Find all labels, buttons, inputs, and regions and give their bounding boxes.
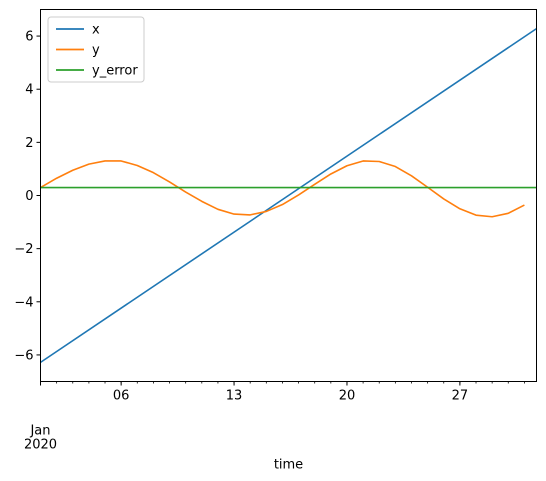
series-line-x [40,27,537,364]
x-period-month-label: Jan [29,424,50,439]
legend-label: y_error [92,64,138,79]
x-tick-label: 06 [113,389,130,404]
x-tick-label: 13 [226,389,243,404]
legend-label: x [92,23,100,38]
x-period-year-label: 2020 [24,438,57,453]
legend: xy y_error [47,16,145,83]
y-tick-label: 4 [25,83,33,98]
series-layer [40,27,537,364]
legend-box [47,16,145,83]
series-line-y [40,160,525,218]
x-tick-label: 20 [339,389,356,404]
y-tick-label: −4 [14,295,33,310]
y-tick-label: −6 [14,348,33,363]
x-axis: Jan 2020 time 06 13 20 27 [24,381,525,473]
y-axis: −6 −4 −2 0 2 4 6 [14,30,41,363]
x-tick-label: 27 [452,389,469,404]
y-tick-label: 6 [25,30,33,45]
y-tick-label: 2 [25,136,33,151]
y-tick-label: 0 [25,189,33,204]
legend-label: y [92,43,100,58]
x-axis-label: time [274,458,303,473]
y-tick-label: −2 [14,242,33,257]
